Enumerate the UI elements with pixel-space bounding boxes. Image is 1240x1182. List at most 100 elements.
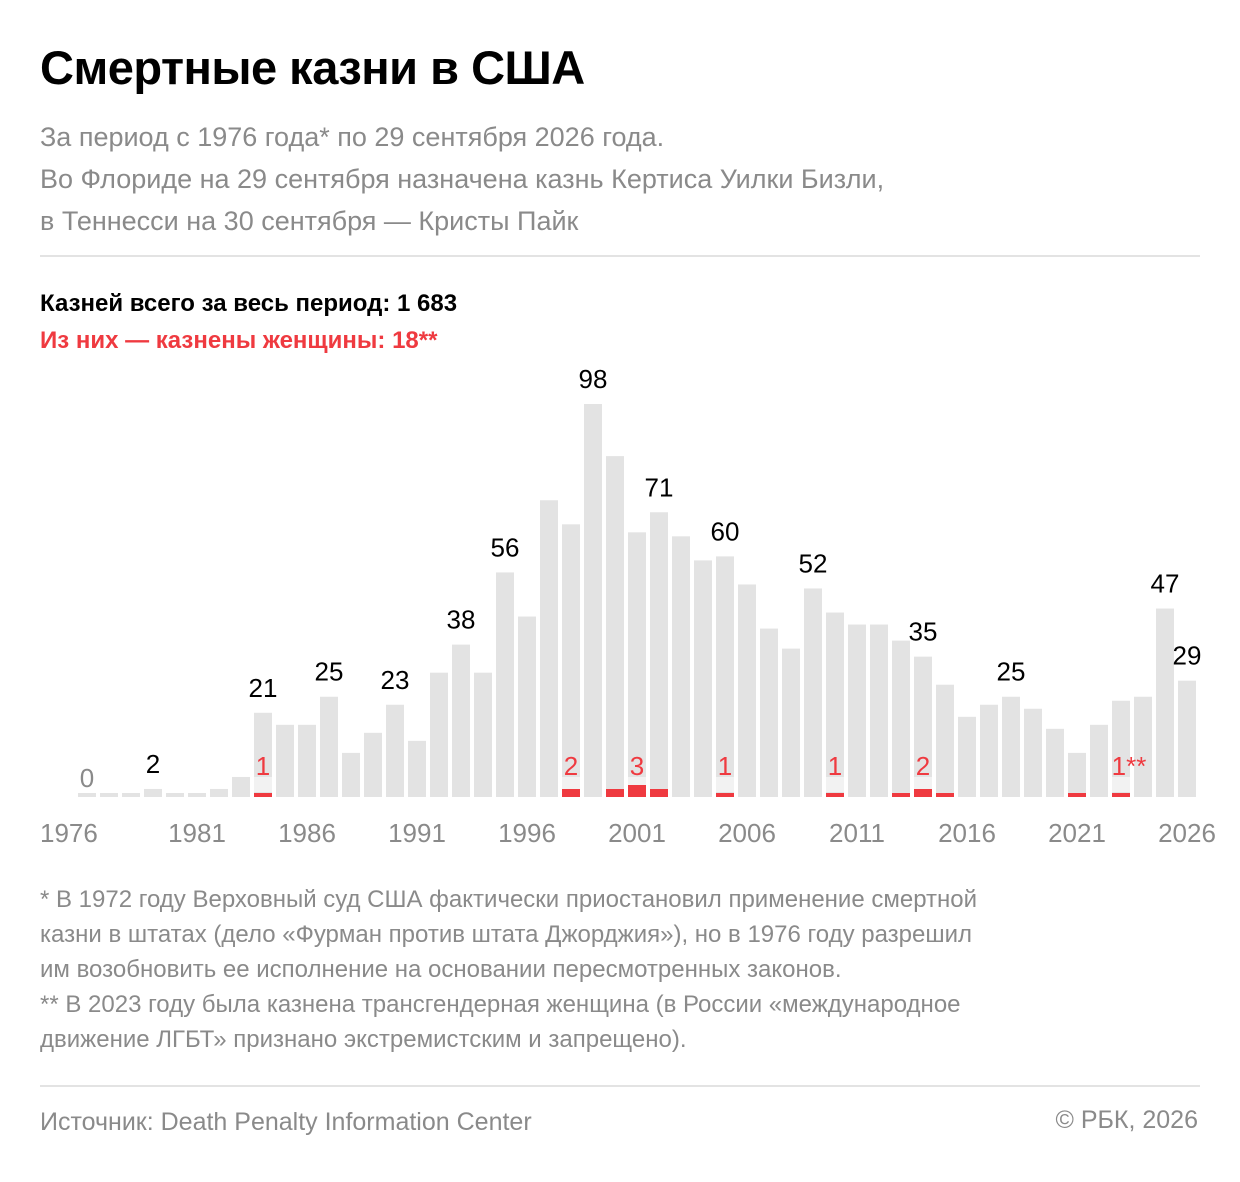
subtitle-line: в Теннесси на 30 сентября — Кристы Пайк [40,206,579,236]
bar-total [1024,708,1042,797]
bar-total [760,628,778,797]
bar-total [540,500,558,797]
women-data-label: 2 [564,751,578,781]
women-data-label: 1 [828,751,842,781]
women-label-backdrop [254,777,272,792]
bar-total [738,584,756,797]
x-tick-label: 2006 [718,818,776,848]
bar-women [1112,793,1130,797]
bar-total [980,704,998,797]
page-title: Смертные казни в США [40,41,585,94]
bar-total [78,793,96,797]
data-label: 52 [799,548,828,578]
data-label: 56 [491,532,520,562]
bar-total [474,672,492,797]
data-label: 71 [645,472,674,502]
bar-total [606,456,624,797]
data-label: 60 [711,516,740,546]
women-executions-label: Из них — казнены женщины: 18** [40,327,438,354]
total-executions-label: Казней всего за весь период: 1 683 [40,290,458,317]
x-tick-label: 2001 [608,818,666,848]
bar-total [628,532,646,797]
bar-women [628,785,646,797]
bar-total [188,792,206,797]
data-label: 98 [579,364,608,394]
divider [40,1085,1200,1087]
data-label: 25 [315,657,344,687]
bar-total [826,612,844,797]
bar-women [1068,793,1086,797]
bar-total [1090,724,1108,797]
bar-total [914,656,932,797]
bar-total [870,624,888,797]
bar-total [804,588,822,797]
women-label-backdrop [1112,777,1130,792]
bar-total [716,556,734,797]
bar-total [298,724,316,797]
bar-total [320,696,338,797]
bar-total [100,792,118,797]
subtitle-line: За период с 1976 года* по 29 сентября 20… [40,122,665,152]
x-tick-label: 1981 [168,818,226,848]
women-data-label: 1** [1112,751,1147,781]
data-label: 47 [1151,569,1180,599]
bar-total [276,724,294,797]
x-tick-label: 2026 [1158,818,1216,848]
bar-women [936,793,954,797]
data-label: 23 [381,665,410,695]
footnote-line: движение ЛГБТ» признано экстремистским и… [40,1026,687,1053]
bar-total [430,672,448,797]
bar-total [364,732,382,797]
bar-total [144,788,162,797]
footnote-line: им возобновить ее исполнение на основани… [40,956,842,983]
bar-total [122,793,140,797]
bar-total [1046,728,1064,797]
data-label: 0 [80,763,94,793]
x-tick-label: 2011 [829,818,885,848]
data-label: 29 [1173,641,1202,671]
x-tick-label: 1991 [388,818,446,848]
data-label: 21 [249,673,278,703]
bar-total [672,536,690,797]
women-label-backdrop [562,777,580,792]
footnote-line: * В 1972 году Верховный суд США фактичес… [40,886,978,913]
bar-women [606,789,624,797]
bar-total [1156,608,1174,797]
bar-women [562,789,580,797]
divider [40,255,1200,257]
source-credit: Источник: Death Penalty Information Cent… [40,1108,532,1136]
x-tick-label: 1976 [40,818,98,848]
footnotes: * В 1972 году Верховный суд США фактичес… [40,882,1200,1057]
bar-women [650,789,668,797]
women-data-label: 2 [916,751,930,781]
bar-women [826,793,844,797]
bar-total [892,640,910,797]
bar-total [408,740,426,797]
copyright: © РБК, 2026 [1055,1106,1198,1134]
women-data-label: 1 [256,751,270,781]
women-label-backdrop [826,777,844,792]
bar-total [782,648,800,797]
bar-total [232,776,250,797]
data-label: 2 [146,749,160,779]
bar-total [342,752,360,797]
bar-total [650,512,668,797]
bar-total [936,684,954,797]
x-tick-label: 1996 [498,818,556,848]
bar-total [848,624,866,797]
bar-total [166,793,184,797]
bar-total [210,788,228,797]
footnote-line: казни в штатах (дело «Фурман против штат… [40,921,973,948]
women-label-backdrop [914,777,932,792]
subtitle: За период с 1976 года* по 29 сентября 20… [40,116,1200,242]
x-tick-label: 2016 [938,818,996,848]
bar-total [452,644,470,797]
bar-women [716,793,734,797]
women-data-label: 3 [630,751,644,781]
bar-women [254,793,272,797]
x-tick-label: 1986 [278,818,336,848]
bar-total [1002,696,1020,797]
bar-total [386,704,404,797]
bar-women [914,789,932,797]
bar-total [584,404,602,797]
